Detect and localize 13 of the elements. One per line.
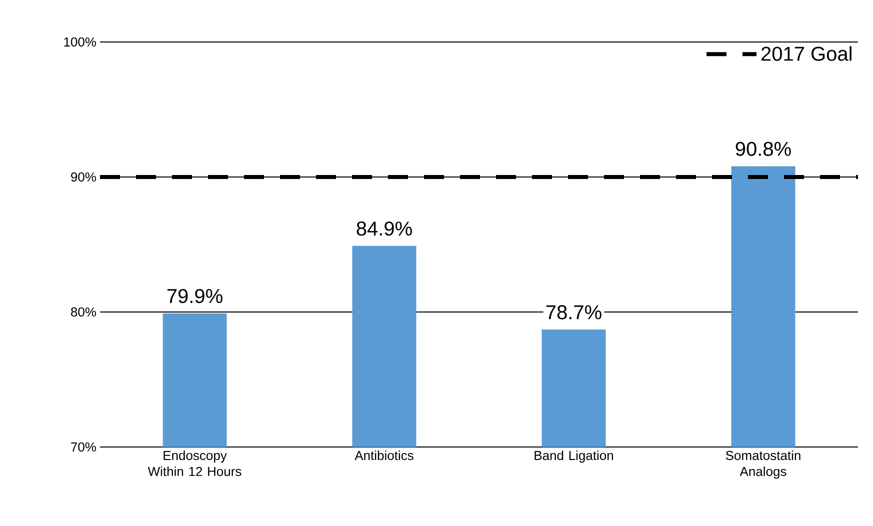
- y-tick-label: 90%: [71, 172, 96, 182]
- data-label: 84.9%: [356, 221, 412, 236]
- legend-label: 2017 Goal: [762, 46, 852, 61]
- x-tick-label: Somatostatin Analogs: [726, 450, 800, 479]
- data-label: 78.7%: [546, 305, 602, 320]
- x-tick-label: Band Ligation: [534, 450, 613, 463]
- data-label: 90.8%: [736, 142, 791, 156]
- y-tick-label: 70%: [71, 442, 96, 452]
- x-tick-label: Antibiotics: [354, 450, 414, 460]
- data-label: 79.9%: [167, 288, 222, 304]
- y-tick-label: 80%: [71, 307, 96, 317]
- y-tick-label: 100%: [64, 37, 96, 47]
- x-tick-label: Endoscopy Within 12 Hours: [148, 450, 242, 476]
